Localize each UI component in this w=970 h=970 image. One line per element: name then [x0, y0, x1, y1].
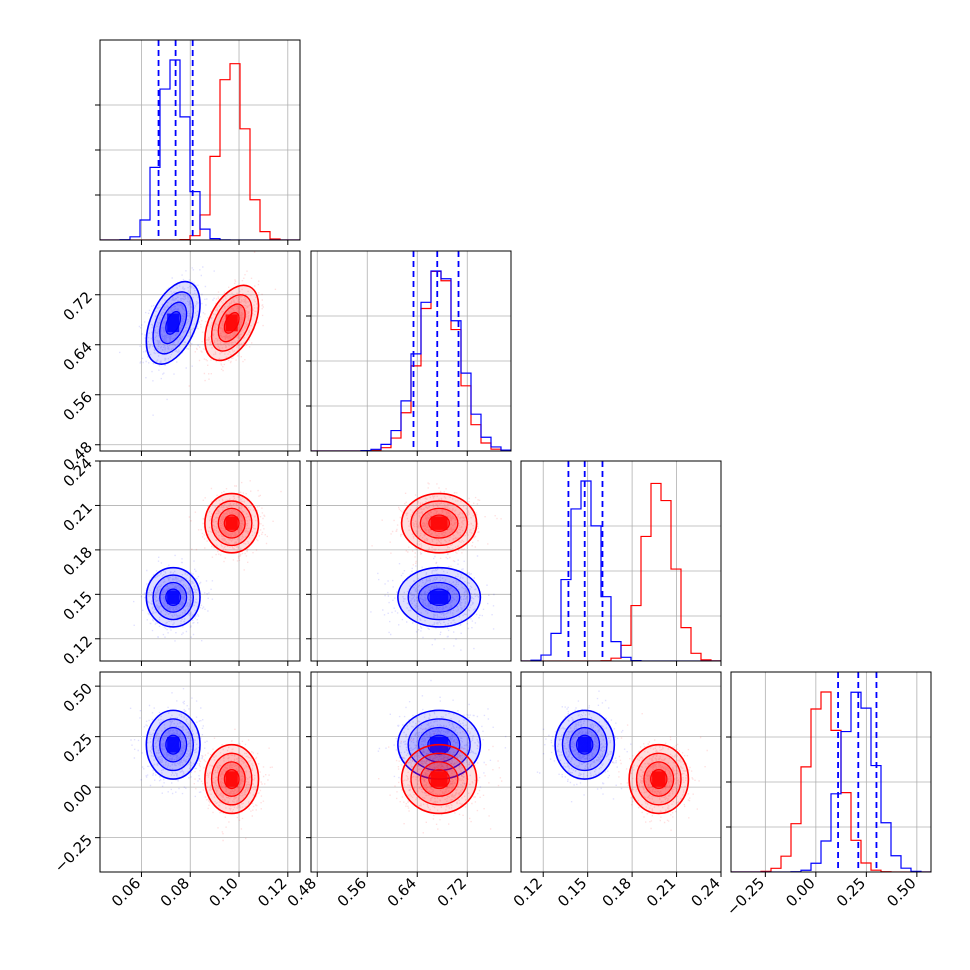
y-tick-label: −0.25: [51, 831, 96, 876]
y-tick-label: 0.15: [60, 588, 96, 624]
x-tick-label: 0.18: [599, 874, 635, 910]
x-tick-label: 0.48: [284, 874, 320, 910]
scatter-points: [536, 690, 632, 803]
x-tick-label: 0.25: [833, 874, 869, 910]
x-tick-label: 0.12: [254, 874, 290, 910]
x-tick-label: 0.10: [206, 874, 242, 910]
panel-content: [311, 461, 511, 661]
panel-content: [100, 40, 300, 240]
x-tick-label: 0.24: [687, 874, 723, 910]
x-tick-label: 0.12: [510, 874, 546, 910]
panel-1-1: [306, 250, 512, 456]
x-tick-label: 0.50: [883, 874, 919, 910]
panel-frame: [520, 460, 722, 662]
x-tick-label: 0.15: [554, 874, 590, 910]
y-tick-label: 0.56: [60, 388, 96, 424]
panel-2-2: [516, 460, 722, 666]
x-tick-label: 0.21: [643, 874, 679, 910]
density-peak: [430, 516, 448, 530]
histogram-series: [521, 482, 721, 661]
x-tick-label: 0.00: [782, 874, 818, 910]
y-tick-label: 0.72: [60, 288, 96, 324]
density-peak: [167, 737, 180, 753]
density-peak: [430, 771, 448, 787]
scatter-points: [370, 552, 495, 651]
y-tick-label: 0.64: [60, 338, 96, 374]
panel-frame: [310, 671, 512, 873]
panel-3-3: −0.25 0.00 0.25 0.50: [723, 671, 932, 919]
histogram-series: [521, 480, 721, 661]
panel-frame: [310, 460, 512, 662]
x-tick-label: 0.56: [334, 874, 370, 910]
density-peak: [167, 313, 180, 333]
panel-content: [100, 251, 300, 451]
y-tick-label: 0.25: [60, 730, 96, 766]
panel-frame: [730, 671, 932, 873]
panel-frame: [99, 460, 301, 662]
density-peak: [225, 314, 238, 332]
x-tick-label: 0.72: [434, 874, 470, 910]
scatter-points: [119, 266, 215, 416]
panel-1-0: 0.480.560.640.72: [60, 250, 301, 474]
panel-content: [311, 672, 511, 872]
panel-content: [521, 461, 721, 661]
y-tick-label: 0.12: [60, 632, 96, 668]
density-peak: [225, 771, 238, 787]
y-tick-label: 0.00: [60, 780, 96, 816]
panel-frame: [99, 671, 301, 873]
y-tick-label: 0.21: [60, 499, 96, 535]
panel-3-2: 0.12 0.15 0.18 0.21 0.24: [510, 671, 724, 910]
panel-content: [100, 672, 300, 872]
histogram-series: [100, 63, 300, 240]
panel-2-0: 0.120.150.180.210.24: [60, 454, 301, 668]
panel-3-1: 0.48 0.56 0.64 0.72: [284, 671, 512, 910]
panel-content: [311, 251, 511, 451]
panel-content: [100, 461, 300, 661]
scatter-points: [193, 728, 273, 842]
panel-frame: [99, 250, 301, 452]
histogram-series: [100, 59, 300, 240]
y-tick-label: 0.18: [60, 543, 96, 579]
panel-content: [731, 672, 931, 872]
y-tick-label: 0.50: [60, 679, 96, 715]
density-peak: [429, 590, 449, 604]
x-tick-label: −0.25: [723, 874, 768, 919]
panel-content: [521, 672, 721, 872]
panel-frame: [310, 250, 512, 452]
panel-frame: [99, 39, 301, 241]
density-peak: [225, 516, 238, 530]
density-peak: [652, 771, 666, 787]
panel-frame: [520, 671, 722, 873]
x-tick-label: 0.64: [384, 874, 420, 910]
panel-3-0: 0.06 0.08 0.10 0.12 −0.25 0.00 0.25 0.50: [51, 671, 301, 910]
density-peak: [578, 737, 592, 753]
panel-2-1: [306, 460, 512, 666]
x-tick-label: 0.06: [108, 874, 144, 910]
x-tick-label: 0.08: [157, 874, 193, 910]
panel-0-0: [95, 39, 301, 245]
density-peak: [167, 590, 180, 604]
